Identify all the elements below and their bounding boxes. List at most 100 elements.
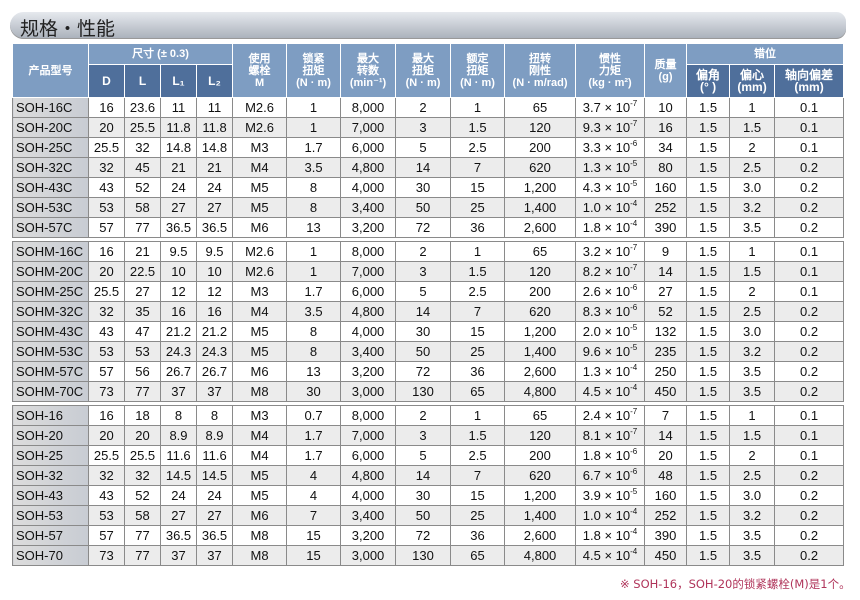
cell: 6,000 <box>340 445 397 466</box>
header-angle: 偏角 (° ) <box>686 64 731 98</box>
cell-model: SOHM-43C <box>12 321 89 342</box>
cell: 14.5 <box>195 465 234 486</box>
header-eccentric: 偏心 (mm) <box>729 64 776 98</box>
cell: 16 <box>88 97 125 118</box>
cell: 1.5 <box>686 381 731 402</box>
cell: 36 <box>450 361 506 382</box>
cell: 4,800 <box>504 381 577 402</box>
cell: 25 <box>450 505 506 526</box>
cell: 0.2 <box>774 505 845 526</box>
inertia-exponent: -5 <box>630 159 638 168</box>
header-model: 产品型号 <box>12 43 89 98</box>
cell: M5 <box>232 485 288 506</box>
cell: 37 <box>160 545 197 566</box>
cell: 8 <box>286 321 342 342</box>
cell-inertia: 3.2 × 10-7 <box>575 241 646 262</box>
cell-model: SOH-20 <box>12 425 89 446</box>
cell: 50 <box>395 505 452 526</box>
header-L1: L₁ <box>160 64 197 98</box>
cell: M5 <box>232 321 288 342</box>
header-line: 惯性 <box>599 52 622 65</box>
cell: 16 <box>88 241 125 262</box>
header-line: (g) <box>658 70 673 83</box>
header-line: 质量 <box>654 58 677 71</box>
inertia-mantissa: 1.8 <box>582 448 601 463</box>
cell-model: SOH-16C <box>12 97 89 118</box>
cell: 16 <box>160 301 197 322</box>
cell: 30 <box>286 381 342 402</box>
cell: 15 <box>450 177 506 198</box>
inertia-mantissa: 2.6 <box>582 284 601 299</box>
cell: 25.5 <box>88 281 125 302</box>
header-L: L <box>124 64 161 98</box>
cell: 14.8 <box>160 137 197 158</box>
table-row: SOHM-57C 57 56 26.7 26.7 M6 13 3,200 72 36 2,600 1.… <box>12 361 845 382</box>
cell: 27 <box>195 197 234 218</box>
header-max-speed: 最大 转数 (min⁻¹) <box>340 43 397 98</box>
cell: 1 <box>286 97 342 118</box>
cell: 160 <box>644 485 688 506</box>
cell-inertia: 4.5 × 10-4 <box>575 381 646 402</box>
inertia-mantissa: 2.0 <box>582 324 601 339</box>
header-line: 偏心 <box>740 68 765 82</box>
cell: 1,400 <box>504 341 577 362</box>
cell: 2.5 <box>729 157 776 178</box>
cell: 77 <box>124 525 161 546</box>
cell: 24 <box>195 177 234 198</box>
cell: 4,800 <box>340 465 397 486</box>
cell: 36 <box>450 217 506 238</box>
cell: 0.1 <box>774 405 845 426</box>
cell-inertia: 1.3 × 10-5 <box>575 157 646 178</box>
cell: 27 <box>160 505 197 526</box>
header-line: 扭矩 <box>412 64 435 77</box>
cell: 32 <box>88 157 125 178</box>
cell: 3.5 <box>729 545 776 566</box>
table-row: SOHM-43C 43 47 21.2 21.2 M5 8 4,000 30 15 1,200 2.0… <box>12 321 845 342</box>
cell: 24.3 <box>195 341 234 362</box>
cell: 0.1 <box>774 261 845 282</box>
cell: 3.5 <box>286 157 342 178</box>
cell: 57 <box>88 361 125 382</box>
table-row: SOH-32C 32 45 21 21 M4 3.5 4,800 14 7 620 1.3 × 10-… <box>12 157 845 178</box>
cell-inertia: 6.7 × 10-6 <box>575 465 646 486</box>
inertia-exponent: -5 <box>630 343 638 352</box>
cell: 25.5 <box>88 137 125 158</box>
table-row: SOH-20 20 20 8.9 8.9 M4 1.7 7,000 3 1.5 120 8.1 × 1… <box>12 425 845 446</box>
header-line: 最大 <box>412 52 435 65</box>
cell: 1.7 <box>286 425 342 446</box>
inertia-exponent: -4 <box>630 527 638 536</box>
header-line: 偏角 <box>696 68 721 82</box>
inertia-exponent: -6 <box>630 467 638 476</box>
cell: M5 <box>232 177 288 198</box>
cell: 5 <box>395 137 452 158</box>
cell: 30 <box>395 485 452 506</box>
cell-model: SOHM-70C <box>12 381 89 402</box>
cell: 120 <box>504 261 577 282</box>
cell: 20 <box>644 445 688 466</box>
cell: 7,000 <box>340 117 397 138</box>
cell: 1.5 <box>686 241 731 262</box>
cell: 3 <box>395 261 452 282</box>
table-row: SOH-53C 53 58 27 27 M5 8 3,400 50 25 1,400 1.0 × 10… <box>12 197 845 218</box>
cell: 2 <box>395 97 452 118</box>
cell: 2.5 <box>450 445 506 466</box>
cell: 11.6 <box>195 445 234 466</box>
cell: M5 <box>232 341 288 362</box>
table-row: SOHM-53C 53 53 24.3 24.3 M5 8 3,400 50 25 1,400 9.6… <box>12 341 845 362</box>
table-row: SOHM-25C 25.5 27 12 12 M3 1.7 6,000 5 2.5 200 2.6 ×… <box>12 281 845 302</box>
cell: 12 <box>195 281 234 302</box>
table-row: SOH-32 32 32 14.5 14.5 M5 4 4,800 14 7 620 6.7 × 10… <box>12 465 845 486</box>
cell: M8 <box>232 525 288 546</box>
cell: 0.1 <box>774 281 845 302</box>
inertia-mantissa: 1.8 <box>582 220 601 235</box>
cell: 21 <box>124 241 161 262</box>
table-row: SOH-25 25.5 25.5 11.6 11.6 M4 1.7 6,000 5 2.5 200 1… <box>12 445 845 466</box>
inertia-mantissa: 1.8 <box>582 528 601 543</box>
table-row: SOH-25C 25.5 32 14.8 14.8 M3 1.7 6,000 5 2.5 200 3.… <box>12 137 845 158</box>
cell-inertia: 2.4 × 10-7 <box>575 405 646 426</box>
cell: 21 <box>195 157 234 178</box>
cell: 1.5 <box>686 97 731 118</box>
cell: 1 <box>729 241 776 262</box>
cell: 14 <box>395 157 452 178</box>
cell: 0.2 <box>774 341 845 362</box>
